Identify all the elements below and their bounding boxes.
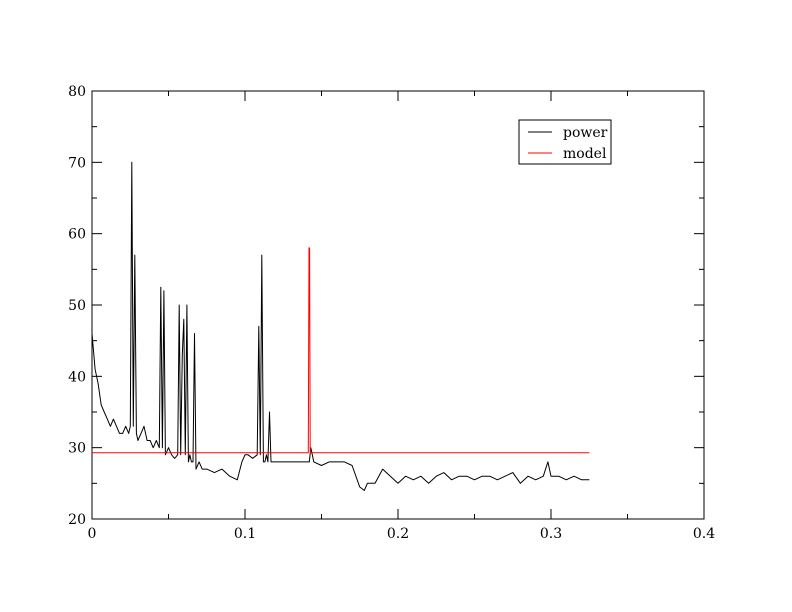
- y-tick-label: 60: [68, 227, 86, 243]
- x-tick-label: 0.4: [693, 526, 715, 542]
- axis-ticks: [91, 90, 705, 520]
- y-tick-label: 70: [68, 155, 86, 171]
- x-tick-label: 0: [88, 526, 97, 542]
- legend: power model: [518, 119, 612, 165]
- legend-label-power: power: [563, 125, 608, 141]
- y-tick-label: 40: [68, 369, 86, 385]
- legend-label-model: model: [563, 146, 607, 162]
- y-tick-label: 20: [68, 512, 86, 528]
- x-tick-label: 0.2: [387, 526, 409, 542]
- y-tick-label: 80: [68, 84, 86, 100]
- series-layer: [91, 161, 590, 491]
- series-line-model: [92, 247, 590, 454]
- series-line-power: [91, 161, 590, 491]
- y-tick-label: 30: [68, 441, 86, 457]
- x-tick-label: 0.1: [234, 526, 256, 542]
- legend-box: [518, 119, 612, 165]
- axis-tick-labels: 0 0.1 0.2 0.3 0.4 20 30 40 50 60 70 80: [68, 84, 715, 542]
- x-tick-label: 0.3: [540, 526, 562, 542]
- plot-frame: [91, 90, 705, 520]
- y-tick-label: 50: [68, 298, 86, 314]
